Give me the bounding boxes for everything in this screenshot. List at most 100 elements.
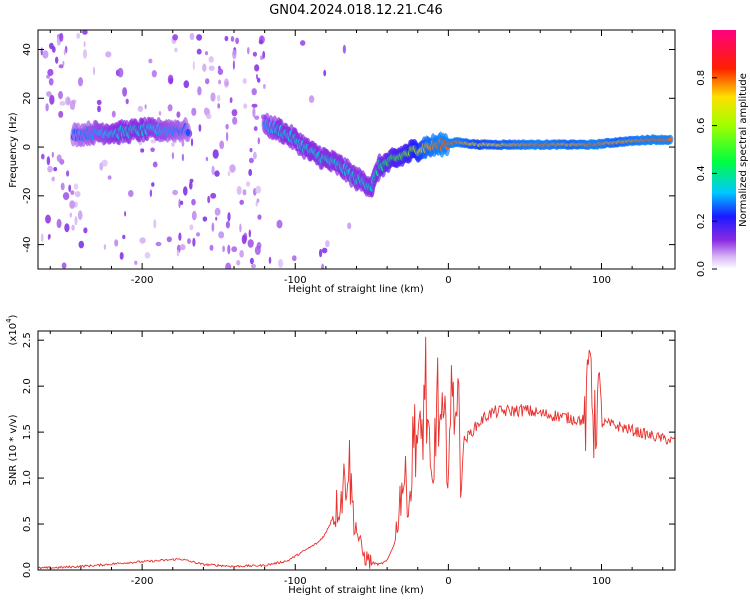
colorbar: 0.0 0.2 0.4 0.6 0.8 Normalized spectral ampl…: [696, 30, 749, 277]
noise-blob: [205, 78, 210, 85]
noise-blob: [70, 190, 75, 196]
noise-blob: [225, 131, 229, 142]
y-tick-label: 40: [22, 43, 33, 56]
ridge-core: [668, 137, 673, 142]
snr-background: [38, 331, 675, 570]
noise-blob: [236, 260, 241, 266]
noise-blob: [105, 51, 112, 58]
noise-blob: [224, 35, 229, 42]
noise-blob: [83, 227, 88, 234]
noise-blob: [40, 47, 43, 56]
colorbar-tick-label: 0.0: [696, 261, 707, 277]
noise-blob: [51, 176, 55, 182]
noise-blob: [78, 77, 83, 87]
noise-blob: [268, 256, 272, 264]
y-tick-label: 1.5: [22, 424, 33, 440]
spectrogram-y-label: Frequency (Hz): [8, 112, 19, 188]
noise-blob: [151, 70, 157, 78]
noise-blob: [205, 51, 208, 56]
noise-blob: [205, 156, 209, 162]
y-tick-label: 0: [22, 144, 33, 150]
noise-blob: [217, 94, 221, 102]
noise-blob: [242, 234, 245, 243]
noise-blob: [239, 223, 242, 233]
snr-x-label: Height of straight line (km): [288, 585, 424, 596]
noise-blob: [71, 224, 75, 231]
snr-multiplier-exponent: 4: [5, 318, 13, 323]
noise-blob: [253, 126, 258, 132]
noise-blob: [178, 198, 181, 209]
noise-blob: [232, 116, 238, 125]
noise-blob: [49, 42, 54, 50]
noise-blob: [69, 200, 76, 209]
noise-blob: [249, 257, 254, 265]
noise-blob: [211, 222, 215, 232]
noise-blob: [140, 148, 145, 153]
noise-blob: [229, 164, 236, 173]
noise-blob: [218, 231, 225, 239]
noise-blob: [189, 181, 193, 190]
noise-blob: [47, 165, 53, 173]
noise-blob: [59, 101, 66, 106]
noise-blob: [78, 240, 85, 249]
spectrogram-background: [38, 30, 675, 269]
y-tick-label: 20: [22, 92, 33, 105]
noise-blob: [46, 156, 51, 166]
noise-blob: [101, 159, 108, 167]
noise-blob: [209, 244, 214, 251]
chart-title: GN04.2024.018.12.21.C46: [269, 3, 443, 18]
noise-blob: [202, 216, 208, 222]
noise-blob: [258, 39, 264, 45]
noise-blob: [248, 168, 253, 177]
noise-blob: [191, 210, 197, 221]
spectrogram-image: [40, 30, 674, 269]
noise-blob: [66, 170, 70, 177]
noise-blob: [257, 214, 262, 220]
colorbar-tick-label: 0.6: [696, 118, 707, 134]
noise-blob: [62, 192, 70, 201]
noise-blob: [254, 245, 261, 255]
noise-blob: [62, 60, 65, 67]
noise-blob: [181, 153, 184, 162]
colorbar-ticks: 0.0 0.2 0.4 0.6 0.8: [696, 70, 717, 277]
noise-blob: [114, 239, 119, 247]
x-tick-label: 0: [445, 576, 451, 587]
x-tick-label: 0: [445, 275, 451, 286]
noise-blob: [257, 77, 261, 83]
noise-blob: [300, 40, 306, 46]
snr-series: [38, 336, 675, 570]
noise-blob: [41, 153, 45, 160]
noise-blob: [232, 49, 237, 60]
noise-blob: [172, 34, 178, 41]
snr-ticks: -200 -100 0 100 0.0 0.5 1.0 1.5 2.0 2.5: [22, 331, 675, 587]
noise-blob: [217, 103, 221, 109]
noise-blob: [218, 79, 222, 85]
noise-blob: [196, 232, 200, 237]
noise-blob: [225, 123, 229, 130]
noise-blob: [243, 103, 248, 109]
snr-multiplier-base: (x10: [8, 323, 19, 346]
noise-blob: [212, 149, 219, 159]
x-tick-label: -200: [131, 275, 154, 286]
noise-blob: [230, 36, 235, 42]
noise-blob: [191, 198, 196, 206]
snr-y-label: SNR (10 * v/v): [8, 414, 19, 485]
noise-blob: [225, 221, 230, 229]
noise-blob: [196, 48, 202, 55]
colorbar-label: Normalized spectral amplitude: [738, 73, 749, 227]
noise-blob: [125, 98, 129, 105]
spectrogram-frame: [37, 29, 676, 270]
noise-blob: [83, 41, 86, 48]
snr-panel: -200 -100 0 100 0.0 0.5 1.0 1.5 2.0 2.5 Height of…: [5, 314, 676, 596]
noise-blob: [222, 245, 226, 253]
noise-blob: [119, 252, 124, 260]
noise-blob: [325, 240, 330, 248]
noise-blob: [252, 51, 257, 57]
noise-blob: [202, 63, 207, 72]
noise-blob: [191, 107, 197, 116]
x-tick-label: -200: [131, 576, 154, 587]
noise-blob: [122, 87, 128, 97]
noise-blob: [176, 111, 181, 118]
noise-blob: [247, 47, 250, 55]
